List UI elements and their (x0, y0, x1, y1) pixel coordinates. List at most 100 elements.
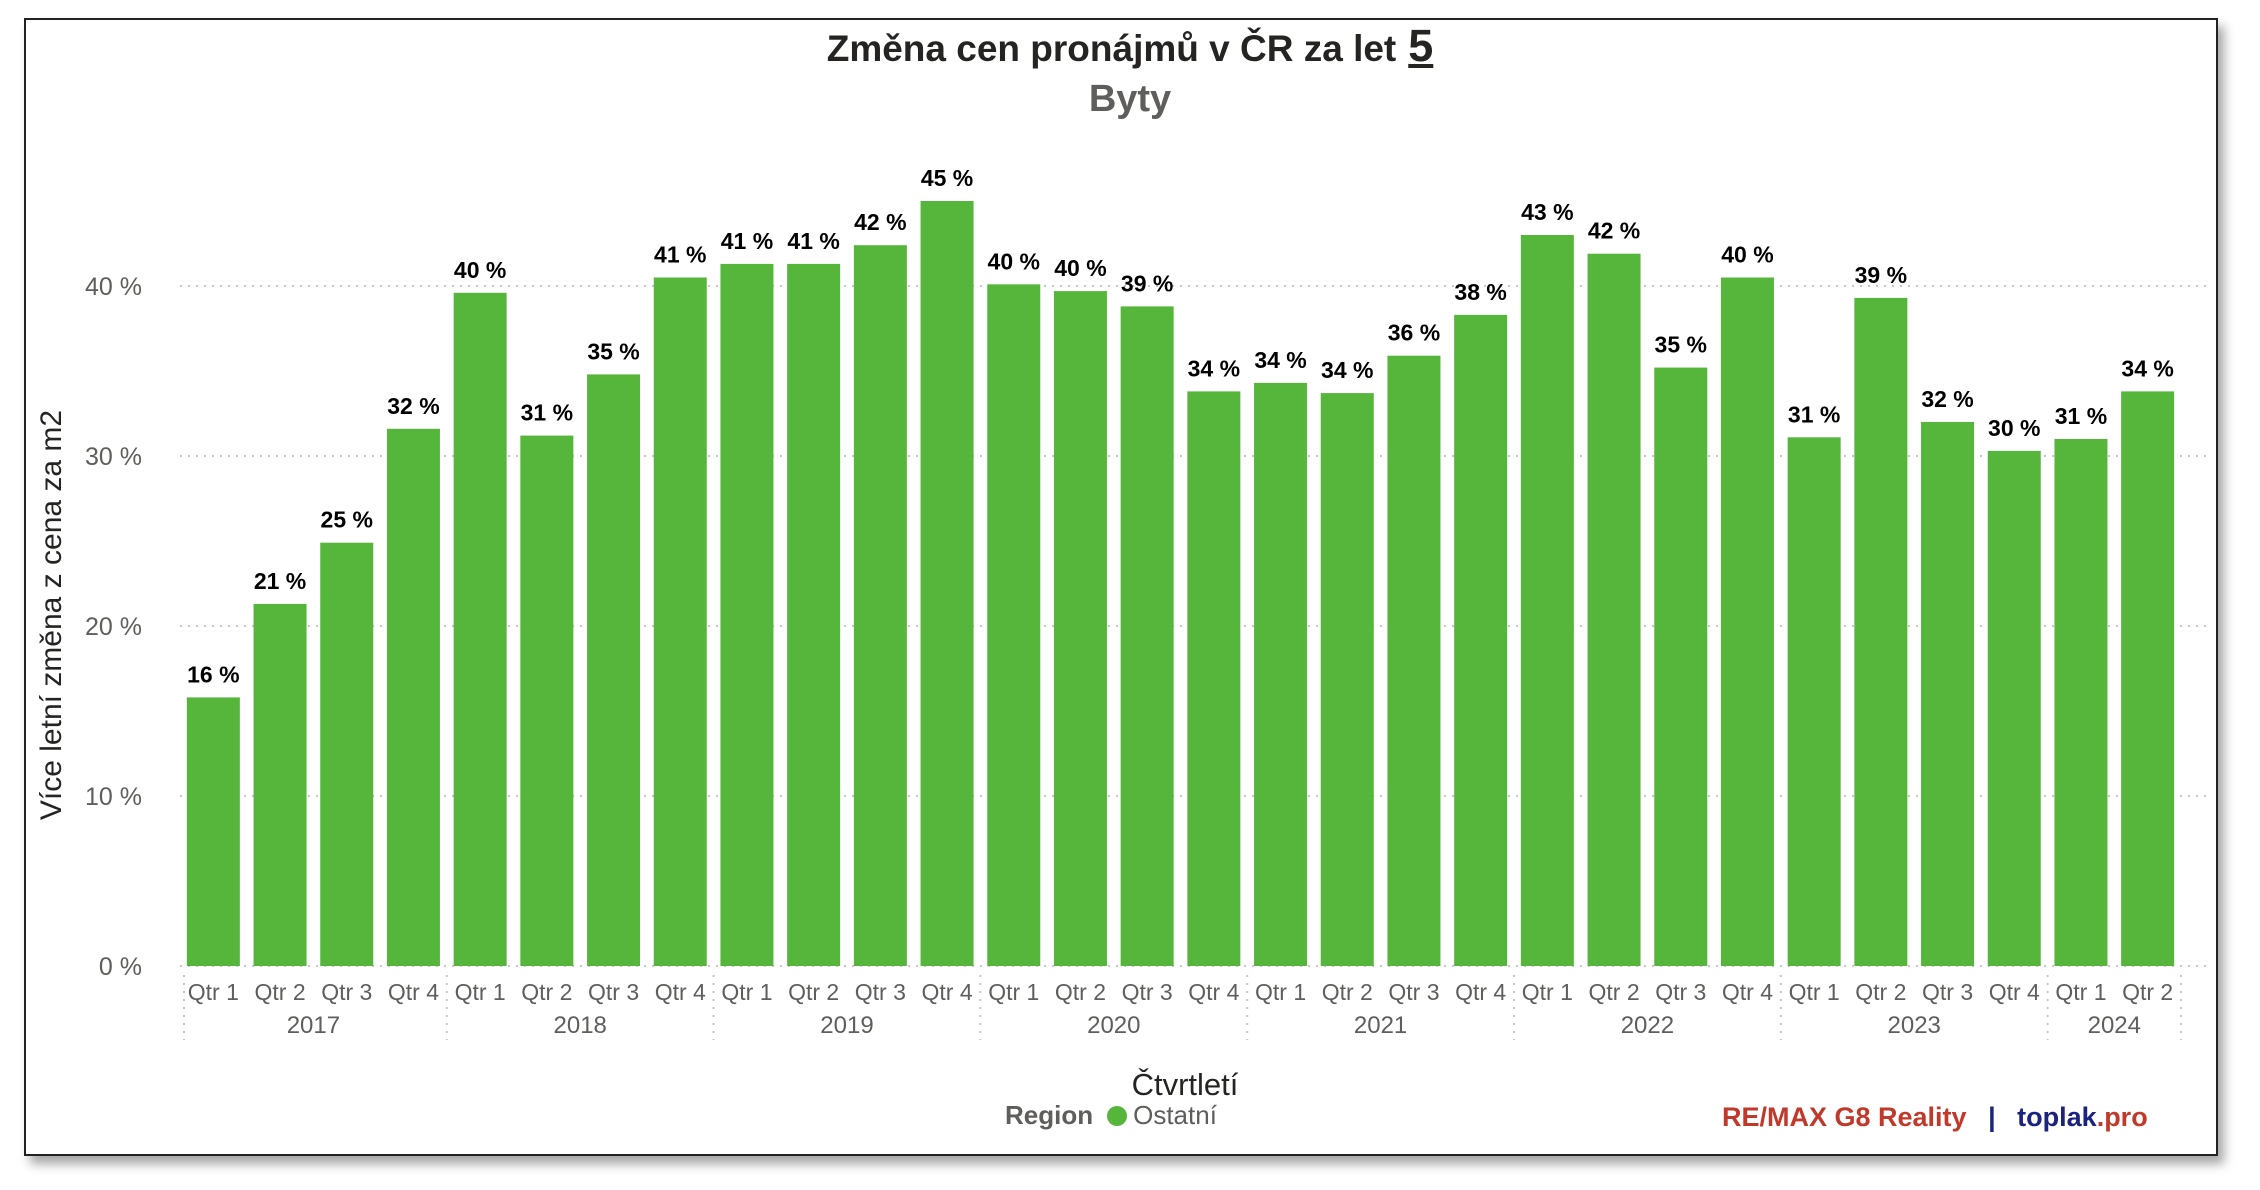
x-tick-label: Qtr 1 (1255, 979, 1306, 1005)
bar (1854, 297, 1908, 966)
bar (2054, 439, 2108, 966)
data-label: 30 % (1988, 415, 2040, 441)
bar (1254, 382, 1308, 966)
x-tick-label: Qtr 1 (988, 979, 1039, 1005)
legend-dot-icon (1107, 1105, 1128, 1126)
year-label: 2022 (1621, 1012, 1674, 1039)
chart-title: Změna cen pronájmů v ČR za let 5 (0, 20, 2260, 72)
data-label: 34 % (1254, 347, 1306, 373)
bar (386, 428, 440, 966)
x-tick-label: Qtr 1 (455, 979, 506, 1005)
bar (653, 277, 707, 966)
legend: Region Ostatní (1005, 1100, 1217, 1131)
legend-title: Region (1005, 1100, 1094, 1130)
y-tick-label: 20 % (85, 613, 142, 641)
bar (920, 201, 974, 966)
bar (520, 435, 574, 967)
year-label: 2020 (1087, 1012, 1140, 1039)
bar (1587, 253, 1641, 966)
bar (1454, 314, 1508, 966)
x-tick-label: Qtr 3 (321, 979, 372, 1005)
data-labels: 16 % 21 % 25 % 32 % 40 % 31 % 35 % 41 % 41 % 41 %… (187, 165, 2174, 687)
y-axis-ticks: 0 % 10 % 20 % 30 % 40 % (85, 273, 142, 981)
x-tick-label: Qtr 3 (588, 979, 639, 1005)
data-label: 31 % (521, 400, 573, 426)
brand-credit: RE/MAX G8 Reality | toplak.pro (1722, 1102, 2148, 1133)
year-label: 2023 (1888, 1012, 1941, 1039)
x-tick-label: Qtr 3 (1922, 979, 1973, 1005)
year-label: 2021 (1354, 1012, 1407, 1039)
data-label: 34 % (2121, 355, 2173, 381)
x-tick-label: Qtr 1 (1789, 979, 1840, 1005)
x-tick-label: Qtr 2 (1055, 979, 1106, 1005)
bar (1187, 391, 1241, 966)
data-label: 25 % (321, 507, 373, 533)
y-tick-label: 40 % (85, 273, 142, 301)
title-text: Změna cen pronájmů v ČR za let (826, 28, 1397, 69)
bar (587, 374, 641, 966)
x-tick-label: Qtr 4 (388, 979, 439, 1005)
data-label: 41 % (787, 228, 839, 254)
x-tick-label: Qtr 1 (721, 979, 772, 1005)
year-label: 2017 (287, 1012, 340, 1039)
x-tick-label: Qtr 1 (1522, 979, 1573, 1005)
bar (1921, 422, 1975, 966)
data-label: 40 % (1721, 242, 1773, 268)
bar (1720, 277, 1774, 966)
x-tick-label: Qtr 3 (1122, 979, 1173, 1005)
bar (186, 697, 240, 966)
data-label: 16 % (187, 661, 239, 687)
bar (720, 263, 774, 966)
data-label: 32 % (1921, 386, 1973, 412)
data-label: 42 % (854, 209, 906, 235)
bar (1120, 306, 1174, 966)
x-tick-label: Qtr 2 (788, 979, 839, 1005)
x-tick-label: Qtr 2 (521, 979, 572, 1005)
x-axis-ticks: Qtr 1 Qtr 2 Qtr 3 Qtr 4 Qtr 1 Qtr 2 Qtr 3 Qtr 4… (183, 975, 2182, 1040)
bar (2121, 391, 2175, 966)
year-label: 2024 (2088, 1012, 2141, 1039)
title-number: 5 (1408, 20, 1434, 71)
brand-separator: | (1988, 1102, 1996, 1132)
x-tick-label: Qtr 2 (1588, 979, 1639, 1005)
data-label: 40 % (988, 248, 1040, 274)
bar (1320, 393, 1374, 967)
x-tick-label: Qtr 2 (1322, 979, 1373, 1005)
data-label: 31 % (2055, 403, 2107, 429)
x-tick-label: Qtr 1 (188, 979, 239, 1005)
x-tick-label: Qtr 2 (1855, 979, 1906, 1005)
x-axis-label: Čtvrtletí (1131, 1067, 1239, 1102)
data-label: 32 % (387, 393, 439, 419)
year-label: 2019 (820, 1012, 873, 1039)
bar (1787, 437, 1841, 966)
bar (253, 603, 307, 966)
brand-toplak-domain: .pro (2096, 1102, 2148, 1132)
x-tick-label: Qtr 4 (1455, 979, 1506, 1005)
data-label: 31 % (1788, 401, 1840, 427)
legend-item[interactable]: Ostatní (1133, 1100, 1217, 1130)
x-tick-label: Qtr 4 (1722, 979, 1773, 1005)
data-label: 39 % (1121, 270, 1173, 296)
y-tick-label: 0 % (99, 953, 142, 981)
y-tick-label: 10 % (85, 783, 142, 811)
bar (787, 263, 841, 966)
data-label: 35 % (587, 338, 639, 364)
bar (987, 284, 1041, 966)
x-tick-label: Qtr 3 (1388, 979, 1439, 1005)
bar (1520, 235, 1574, 966)
bar (1053, 291, 1107, 967)
data-label: 40 % (1054, 255, 1106, 281)
data-label: 41 % (721, 228, 773, 254)
x-tick-label: Qtr 4 (1989, 979, 2040, 1005)
data-label: 45 % (921, 165, 973, 191)
bars (186, 201, 2175, 967)
year-label: 2018 (554, 1012, 607, 1039)
data-label: 40 % (454, 257, 506, 283)
x-tick-label: Qtr 3 (1655, 979, 1706, 1005)
x-tick-label: Qtr 2 (2122, 979, 2173, 1005)
data-label: 35 % (1655, 332, 1707, 358)
data-label: 43 % (1521, 199, 1573, 225)
bar (1987, 450, 2041, 966)
bar (1387, 355, 1441, 966)
x-tick-label: Qtr 4 (1188, 979, 1239, 1005)
